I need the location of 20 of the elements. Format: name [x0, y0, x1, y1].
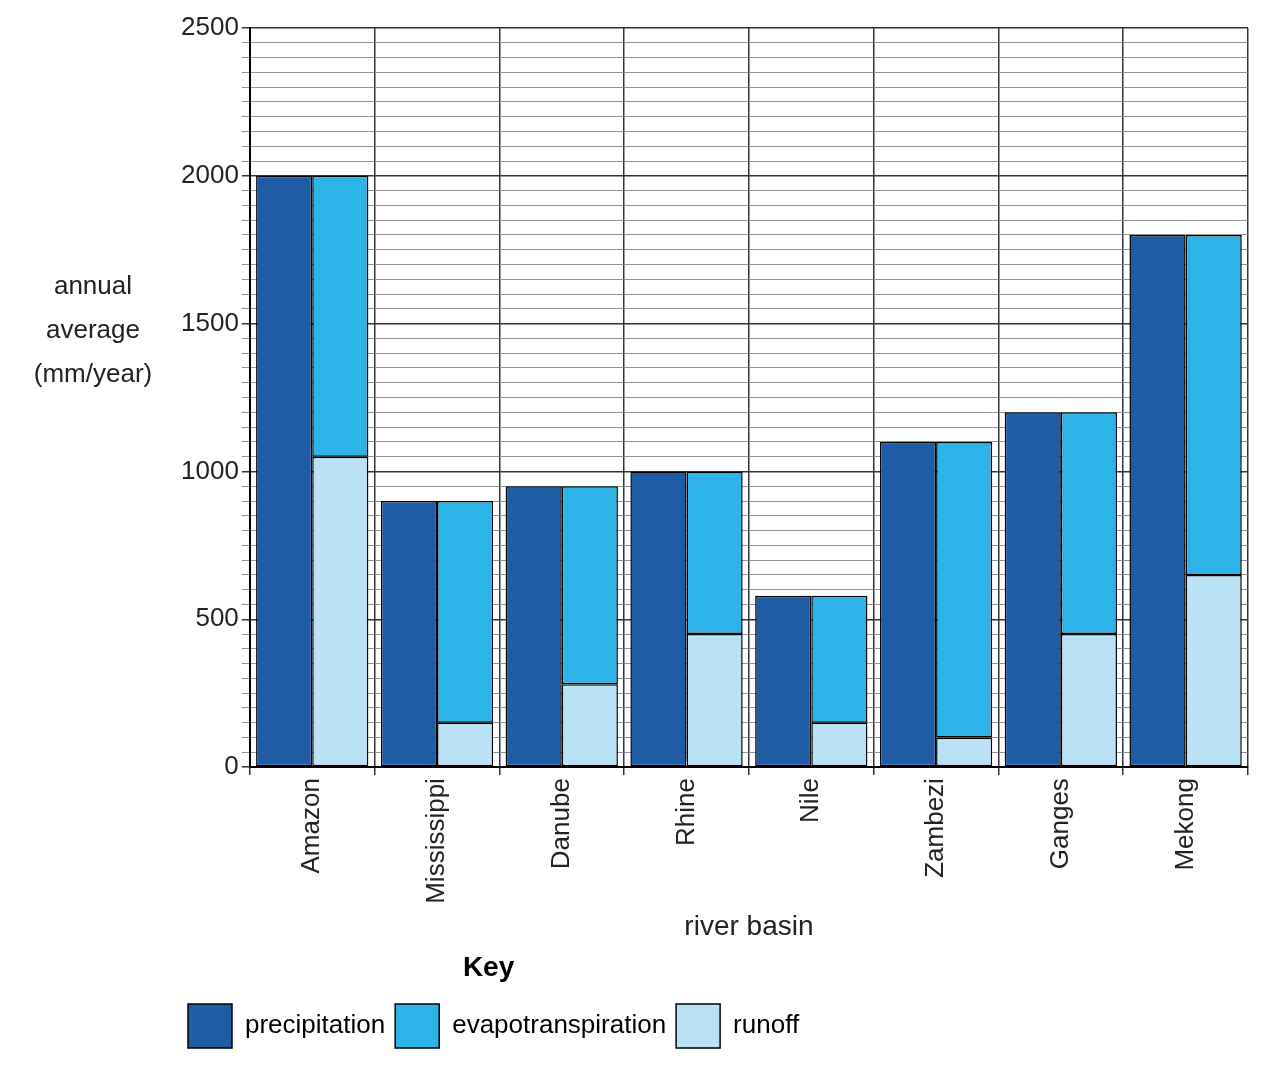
x-tick-label: Nile: [794, 778, 825, 823]
y-tick-label: 500: [195, 602, 239, 633]
y-tick-label: 0: [224, 750, 239, 781]
legend-label: evapotranspiration: [452, 1009, 667, 1040]
legend-label: precipitation: [245, 1009, 386, 1040]
x-axis-title: river basin: [684, 910, 814, 942]
legend-label: runoff: [733, 1009, 800, 1040]
y-axis-title: annual average (mm/year): [32, 269, 154, 390]
x-tick-label: Danube: [544, 778, 575, 870]
y-tick-label: 1500: [181, 306, 239, 337]
x-tick-label: Ganges: [1044, 778, 1075, 870]
legend-title: Key: [462, 951, 515, 983]
y-tick-label: 2500: [181, 11, 239, 42]
y-tick-label: 1000: [181, 454, 239, 485]
x-tick-label: Zambezi: [919, 778, 950, 878]
y-tick-label: 2000: [181, 159, 239, 189]
x-tick-label: Mississippi: [420, 778, 451, 904]
x-tick-label: Amazon: [295, 778, 326, 874]
x-tick-label: Rhine: [669, 778, 700, 847]
x-tick-label: Mekong: [1168, 778, 1199, 871]
